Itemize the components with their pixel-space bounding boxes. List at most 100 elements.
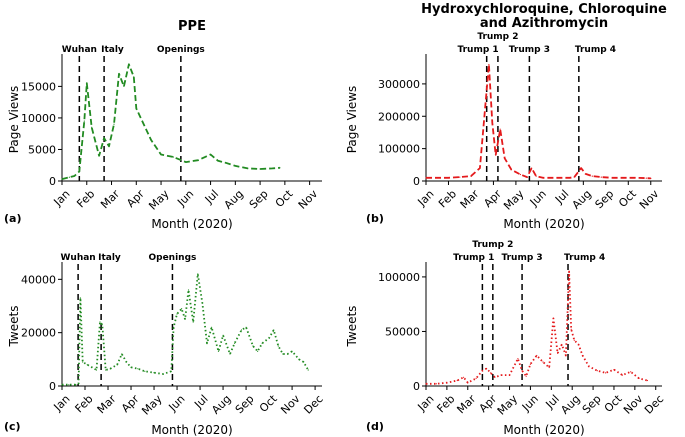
data-point <box>86 364 88 366</box>
data-point <box>526 176 528 178</box>
data-point <box>495 154 497 156</box>
event-label: Trump 1 <box>453 253 494 263</box>
data-point <box>582 354 584 357</box>
data-point <box>436 177 438 179</box>
data-point <box>548 366 550 369</box>
data-point <box>591 175 593 177</box>
y-tick-label: 100000 <box>378 143 420 156</box>
x-tick-label: Sep <box>593 187 617 211</box>
data-point <box>565 354 567 357</box>
x-tick-label: Jan <box>415 392 437 414</box>
x-tick-label: Sep <box>233 392 257 416</box>
data-point <box>425 177 427 179</box>
x-tick-label: May <box>139 392 165 418</box>
data-point <box>307 369 309 371</box>
data-point <box>118 73 120 75</box>
data-point <box>83 120 85 122</box>
data-point <box>143 123 145 125</box>
data-point <box>91 126 93 128</box>
x-tick-label: Jul <box>202 187 221 206</box>
data-point <box>459 176 461 178</box>
x-tick-label: Aug <box>558 392 582 416</box>
y-tick-label: 100000 <box>378 271 420 284</box>
y-tick-label: 0 <box>49 175 56 188</box>
y-tick-label: 20000 <box>21 327 56 340</box>
x-tick-label: Oct <box>602 392 625 415</box>
data-point <box>552 317 555 319</box>
x-tick-label: Mar <box>95 392 119 416</box>
data-point <box>78 170 80 173</box>
data-point <box>279 167 281 169</box>
data-point <box>234 342 236 344</box>
data-point <box>531 167 533 169</box>
data-point <box>560 177 562 179</box>
y-axis-label: Tweets <box>7 306 21 348</box>
event-label: Italy <box>98 253 121 263</box>
data-point <box>103 137 105 139</box>
x-tick-label: Jun <box>174 187 196 209</box>
x-tick-label: Sep <box>580 392 604 416</box>
data-point <box>638 377 640 379</box>
data-point <box>273 329 275 331</box>
x-tick-label: Nov <box>296 187 321 212</box>
data-point <box>113 123 115 125</box>
data-point <box>78 382 80 384</box>
data-point <box>585 173 587 175</box>
x-tick-label: Feb <box>434 392 457 415</box>
y-tick-label: 40000 <box>21 273 56 286</box>
data-point <box>229 353 231 355</box>
data-point <box>160 153 162 156</box>
data-point <box>529 363 532 365</box>
x-tick-label: Jun <box>519 392 541 414</box>
data-point <box>68 176 70 178</box>
data-point <box>61 178 63 180</box>
data-point <box>192 321 194 323</box>
data-point <box>630 371 632 373</box>
data-point <box>123 85 125 87</box>
chart-title: PPE <box>178 19 206 34</box>
data-point <box>108 145 110 147</box>
series-line <box>62 273 309 386</box>
event-label: Wuhan <box>62 45 97 55</box>
x-tick-label: Jun <box>166 392 188 414</box>
x-tick-label: Oct <box>616 187 639 210</box>
x-tick-label: Dec <box>642 392 666 416</box>
x-tick-label: Apr <box>124 187 147 210</box>
data-point <box>150 139 152 141</box>
event-label: Trump 4 <box>575 45 616 55</box>
data-point <box>153 372 155 374</box>
chart-title: and Azithromycin <box>480 16 608 31</box>
data-point <box>282 353 284 355</box>
data-point <box>128 63 130 65</box>
data-point <box>425 383 427 385</box>
y-axis-label: Tweets <box>345 306 359 348</box>
x-tick-label: Sep <box>247 187 271 211</box>
data-point <box>557 352 559 354</box>
data-point <box>259 168 261 170</box>
panel-label: (b) <box>366 212 384 225</box>
data-point <box>577 343 580 346</box>
event-label: Trump 1 <box>457 45 498 55</box>
data-point <box>456 379 458 382</box>
data-point <box>596 370 598 372</box>
x-tick-label: Oct <box>257 392 280 415</box>
data-point <box>73 175 75 177</box>
data-point <box>217 350 220 352</box>
data-point <box>298 358 300 360</box>
data-point <box>525 375 527 377</box>
data-point <box>612 177 614 179</box>
y-tick-label: 10000 <box>21 112 56 125</box>
data-point <box>109 368 111 370</box>
y-axis-label: Page Views <box>7 86 21 154</box>
panel-label: (a) <box>4 212 21 225</box>
x-tick-label: Jan <box>51 392 73 414</box>
data-point <box>261 342 263 344</box>
data-point <box>144 370 146 372</box>
data-point <box>435 383 437 385</box>
data-point <box>519 173 522 176</box>
event-label: Trump 2 <box>472 240 513 250</box>
x-tick-label: Nov <box>637 187 662 212</box>
data-point <box>75 384 77 386</box>
data-point <box>467 382 469 384</box>
data-point <box>613 369 615 371</box>
